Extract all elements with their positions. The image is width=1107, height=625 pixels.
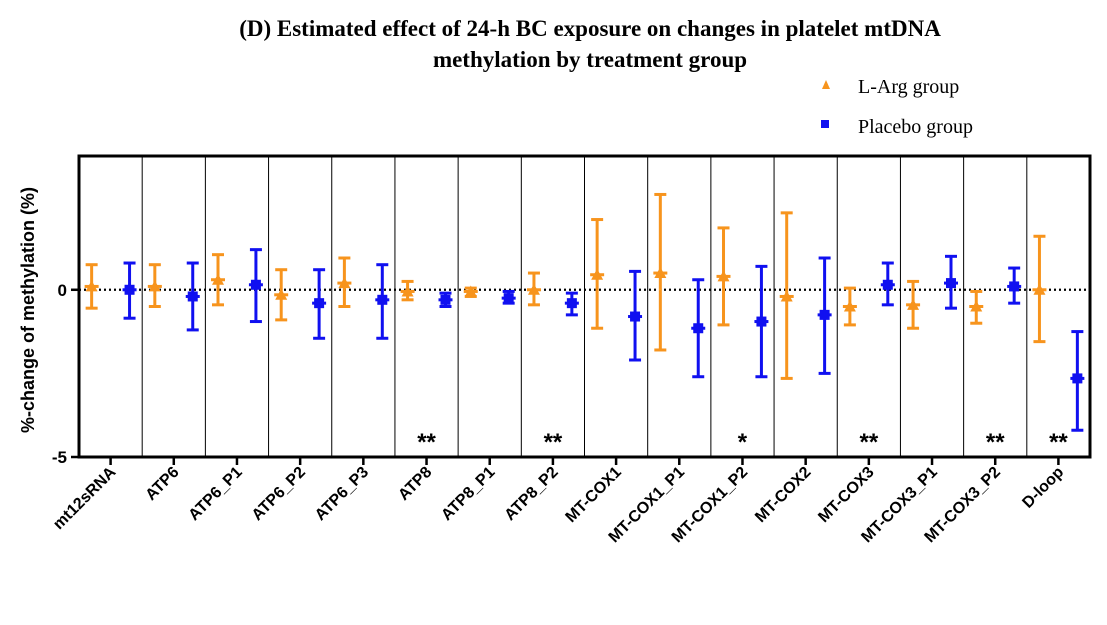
x-tick-label: ATP6	[143, 464, 183, 504]
legend: L-Arg group Placebo group	[821, 76, 973, 138]
x-tick-label: ATP6_P1	[186, 464, 246, 524]
plot-frame	[77, 154, 1092, 459]
significance-label: **	[544, 429, 563, 456]
y-tick-label: 0	[58, 281, 67, 300]
x-tick-label: MT-COX1	[563, 464, 625, 526]
x-tick-label: MT-COX3	[815, 464, 877, 526]
legend-larg-label: L-Arg group	[858, 76, 959, 98]
significance-label: **	[1049, 429, 1068, 456]
x-tick-label: mt12sRNA	[50, 463, 120, 533]
significance-label: **	[860, 429, 879, 456]
legend-larg-marker	[822, 80, 830, 89]
x-tick-label: MT-COX2	[752, 464, 814, 526]
significance-label: **	[986, 429, 1005, 456]
x-tick-label: ATP6_P3	[312, 464, 372, 524]
x-tick-label: ATP8_P2	[501, 464, 561, 524]
significance-label: *	[738, 429, 748, 456]
legend-placebo-marker	[821, 120, 829, 128]
y-tick-label: -5	[52, 448, 67, 467]
x-tick-label: ATP8_P1	[438, 464, 498, 524]
chart-title-line2: methylation by treatment group	[433, 47, 747, 72]
x-tick-label: ATP8	[395, 464, 435, 504]
significance-label: **	[417, 429, 436, 456]
x-tick-label: D-loop	[1019, 464, 1067, 512]
chart-title-line1: (D) Estimated effect of 24-h BC exposure…	[239, 16, 941, 41]
legend-placebo-label: Placebo group	[858, 116, 973, 138]
y-axis-label: %-change of methylation (%)	[18, 187, 38, 433]
x-tick-label: ATP6_P2	[249, 464, 309, 524]
